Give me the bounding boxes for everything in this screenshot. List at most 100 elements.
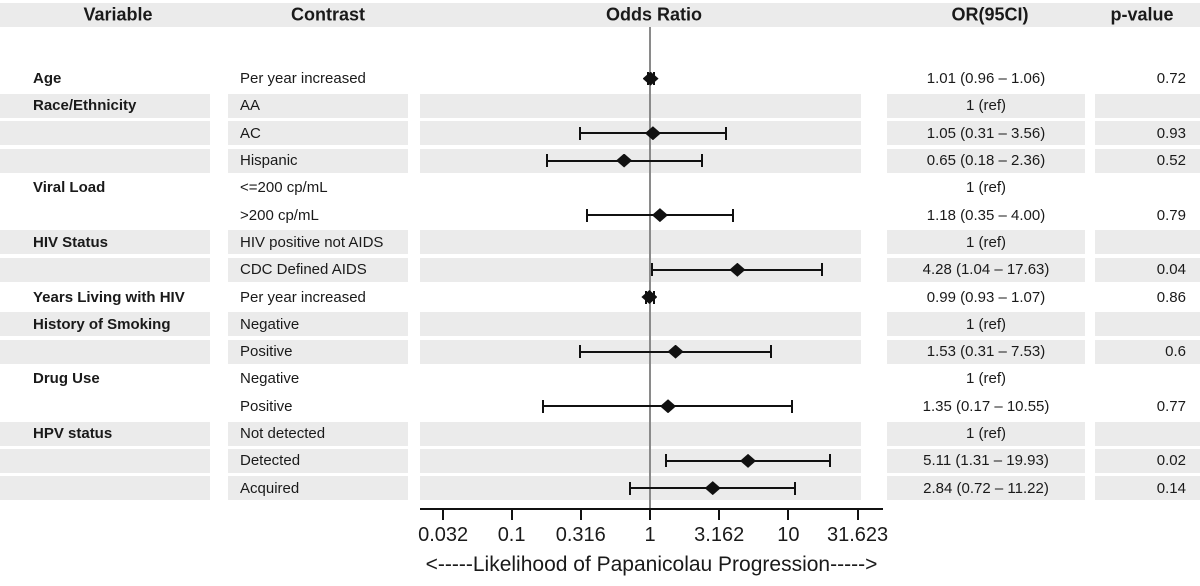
p-value: 0.04 (1156, 261, 1186, 279)
ci-cap-right (790, 399, 793, 413)
row-band (887, 339, 1085, 364)
row-band (0, 230, 210, 255)
col-header-odds-ratio: Odds Ratio (605, 4, 703, 25)
row-band (228, 121, 408, 146)
axis-tick-label: 3.162 (694, 524, 745, 546)
row-band (228, 257, 408, 282)
ci-cap-left (629, 481, 632, 495)
or-ci-value: 0.99 (0.93 – 1.07) (926, 288, 1046, 306)
or-ci-value: 1 (ref) (965, 370, 1006, 388)
ci-cap-right (821, 263, 824, 277)
contrast-label: HIV positive not AIDS (240, 233, 384, 251)
variable-label: History of Smoking (33, 315, 171, 333)
col-header-p-value: p-value (1110, 4, 1174, 25)
row-band (1095, 121, 1200, 146)
row-band (228, 421, 408, 446)
col-header-variable: Variable (83, 4, 153, 25)
row-band (887, 312, 1085, 337)
row-band (887, 448, 1085, 473)
axis-tick-label: 10 (777, 524, 800, 546)
p-value: 0.72 (1156, 70, 1186, 88)
ci-cap-right (700, 154, 703, 168)
or-ci-value: 2.84 (0.72 – 11.22) (923, 479, 1049, 497)
p-value: 0.77 (1156, 397, 1186, 415)
row-band (1095, 312, 1200, 337)
ci-cap-left (545, 154, 548, 168)
contrast-label: AA (240, 97, 261, 115)
contrast-label: Per year increased (240, 70, 366, 88)
contrast-label: >200 cp/mL (240, 206, 319, 224)
row-band (420, 421, 861, 446)
or-ci-value: 1 (ref) (965, 97, 1006, 115)
ci-cap-left (578, 126, 581, 140)
axis-tick-label: 0.316 (555, 524, 606, 546)
or-ci-value: 1.01 (0.96 – 1.06) (926, 70, 1046, 88)
x-axis-line (420, 508, 883, 510)
point-estimate-diamond (667, 344, 684, 359)
contrast-label: Acquired (240, 479, 300, 497)
contrast-label: <=200 cp/mL (240, 179, 328, 197)
point-estimate-diamond (704, 481, 721, 496)
row-band (0, 421, 210, 446)
axis-tick-label: 0.032 (418, 524, 469, 546)
point-estimate-diamond (729, 262, 746, 277)
contrast-label: Hispanic (240, 152, 298, 170)
row-band (228, 230, 408, 255)
axis-tick (649, 510, 651, 520)
or-ci-value: 0.65 (0.18 – 2.36) (926, 152, 1046, 170)
row-band (228, 312, 408, 337)
ci-cap-left (651, 263, 654, 277)
col-header-or-ci: OR(95CI) (951, 4, 1029, 25)
contrast-label: AC (240, 124, 261, 142)
row-band (887, 476, 1085, 501)
column-header-row: Variable Contrast Odds Ratio OR(95CI) p-… (0, 3, 1200, 27)
variable-label: Viral Load (33, 179, 106, 197)
point-estimate-diamond (651, 208, 668, 223)
contrast-label: Positive (240, 343, 293, 361)
row-band (887, 148, 1085, 173)
ci-cap-right (828, 454, 831, 468)
reference-line-or-1 (649, 27, 651, 509)
row-band (0, 93, 210, 118)
row-band (1095, 148, 1200, 173)
p-value: 0.6 (1165, 343, 1186, 361)
row-band (228, 148, 408, 173)
ci-cap-left (578, 345, 581, 359)
p-value: 0.14 (1156, 479, 1186, 497)
ci-cap-right (794, 481, 797, 495)
row-band (420, 93, 861, 118)
row-band (887, 93, 1085, 118)
row-band (887, 257, 1085, 282)
point-estimate-diamond (660, 399, 677, 414)
row-band (0, 312, 210, 337)
axis-tick (510, 510, 513, 520)
row-band (1095, 421, 1200, 446)
axis-tick (579, 510, 582, 520)
row-band (420, 312, 861, 337)
contrast-label: Per year increased (240, 288, 366, 306)
row-band (1095, 230, 1200, 255)
row-band (420, 230, 861, 255)
row-band (228, 93, 408, 118)
ci-cap-right (732, 208, 735, 222)
or-ci-value: 5.11 (1.31 – 19.93) (923, 452, 1049, 470)
or-ci-value: 1 (ref) (965, 233, 1006, 251)
contrast-label: Negative (240, 315, 300, 333)
p-value: 0.79 (1156, 206, 1186, 224)
point-estimate-diamond (616, 153, 633, 168)
ci-cap-left (542, 399, 545, 413)
variable-label: Drug Use (33, 370, 100, 388)
or-ci-value: 4.28 (1.04 – 17.63) (922, 261, 1050, 279)
ci-cap-left (585, 208, 588, 222)
variable-label: Age (33, 70, 62, 88)
ci-cap-right (770, 345, 773, 359)
x-axis-caption: <-----Likelihood of Papanicolau Progress… (425, 553, 878, 576)
contrast-label: Positive (240, 397, 293, 415)
row-band (0, 476, 210, 501)
or-ci-value: 1 (ref) (965, 425, 1006, 443)
p-value: 0.86 (1156, 288, 1186, 306)
row-band (228, 476, 408, 501)
point-estimate-diamond (644, 126, 661, 141)
